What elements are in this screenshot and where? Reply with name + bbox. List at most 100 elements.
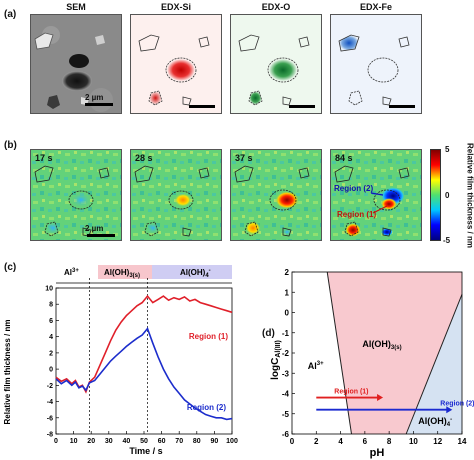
thickness-map-28s: 28 s xyxy=(130,149,222,241)
edx-fe-map xyxy=(330,14,422,114)
c-series-line-1 xyxy=(55,294,233,394)
map-84s-graphic xyxy=(331,150,421,240)
map-scale-label: 2 µm xyxy=(85,224,104,233)
ph-arrowhead-2 xyxy=(446,406,453,414)
c-ytick-label: 4 xyxy=(49,334,53,341)
phase-band-al3 xyxy=(56,265,98,279)
d-xtick-label: 4 xyxy=(338,437,343,446)
c-ytick-label: 8 xyxy=(49,302,53,309)
d-ytick-label: -2 xyxy=(282,349,290,358)
d-xtick-label: 8 xyxy=(387,437,392,446)
legend-region1: Region (1) xyxy=(189,332,228,341)
d-ytick-label: 1 xyxy=(285,288,290,297)
phase-band-hydroxo xyxy=(152,265,232,279)
time-label-28s: 28 s xyxy=(135,153,153,163)
sem-micrograph xyxy=(31,15,121,113)
panel-b-label: (b) xyxy=(4,140,17,151)
colorbar-tick-5: 5 xyxy=(445,145,450,154)
map-scale-bar xyxy=(87,234,115,237)
c-xtick-label: 70 xyxy=(175,438,183,445)
edx-si-title: EDX-Si xyxy=(160,2,191,12)
region-solid-fill xyxy=(327,272,462,434)
time-label-17s: 17 s xyxy=(35,153,53,163)
c-ytick-label: 10 xyxy=(45,286,53,293)
time-label-37s: 37 s xyxy=(235,153,253,163)
d-xtick-label: 12 xyxy=(433,437,442,446)
sem-scale-bar xyxy=(85,103,113,106)
c-ytick-label: 0 xyxy=(49,367,53,374)
c-ytick-label: 6 xyxy=(49,318,53,325)
boundary-al3-solid xyxy=(326,271,352,435)
c-series-line-2 xyxy=(55,327,233,421)
d-ytick-label: -3 xyxy=(282,369,290,378)
phase-label-solid: Al(OH)3(s) xyxy=(104,268,140,279)
thickness-map-17s: 17 s 2 µm xyxy=(30,149,122,241)
d-ytick-label: -4 xyxy=(282,390,290,399)
thickness-map-37s: 37 s xyxy=(230,149,322,241)
phase-label-al3: Al3+ xyxy=(64,268,79,277)
d-ytick-label: 0 xyxy=(285,309,290,318)
c-ylabel: Relative film thickness / nm xyxy=(3,320,12,425)
sem-image: 2 µm xyxy=(30,14,122,114)
ph-arrow-label-2: Region (2) xyxy=(440,401,474,408)
region2-pointer xyxy=(370,192,384,196)
colorbar-tick-minus5: -5 xyxy=(443,236,451,245)
speciation-diagram: 0 2 4 6 8 10 12 14-6-5-4-3-2-1012Al3+Al(OH)3(s)… xyxy=(270,268,474,459)
colorbar-title: Relative film thickness / nm xyxy=(465,143,474,248)
d-ylabel: logCAl(III) xyxy=(270,340,282,380)
c-xtick-label: 50 xyxy=(140,438,148,445)
c-xtick-label: 20 xyxy=(87,438,95,445)
d-xtick-label: 14 xyxy=(458,437,467,446)
colorbar-tick-0: 0 xyxy=(445,191,450,200)
c-ytick-label: -8 xyxy=(47,432,53,439)
d-ytick-label: -6 xyxy=(282,430,290,439)
phase-label-hydroxo: Al(OH)4- xyxy=(180,268,211,279)
c-xtick-label: 10 xyxy=(70,438,78,445)
thickness-time-chart: Al3+ Al(OH)3(s) Al(OH)4- 0 10 20 30 40 50 60 70… xyxy=(3,265,238,456)
c-ytick-label: -4 xyxy=(47,399,53,406)
ph-arrowhead-1 xyxy=(377,394,384,402)
panel-c-label: (c) xyxy=(4,262,17,273)
edx-si-overlay xyxy=(138,34,210,106)
legend-region2: Region (2) xyxy=(187,403,226,412)
c-xtick-label: 30 xyxy=(105,438,113,445)
map-17s-graphic xyxy=(31,150,121,240)
c-xtick-label: 0 xyxy=(54,438,58,445)
c-xlabel: Time / s xyxy=(129,446,162,456)
d-ytick-label: -1 xyxy=(282,329,290,338)
sem-title: SEM xyxy=(66,2,86,12)
panel-a-label: (a) xyxy=(4,9,17,20)
c-plot-frame xyxy=(55,287,233,435)
d-xtick-label: 6 xyxy=(363,437,368,446)
edx-si-scale-bar xyxy=(189,105,215,108)
c-xtick-label: 100 xyxy=(226,438,238,445)
edx-fe-scale-bar xyxy=(389,105,415,108)
c-xtick-label: 80 xyxy=(193,438,201,445)
d-ytick-label: 2 xyxy=(285,268,290,277)
c-ytick-label: 2 xyxy=(49,350,53,357)
label-hydroxo: Al(OH)4- xyxy=(418,416,452,428)
ph-arrow-label-1: Region (1) xyxy=(334,389,368,396)
edx-si-map xyxy=(130,14,222,114)
region1-pointer xyxy=(372,205,388,214)
c-ytick-label: -2 xyxy=(47,383,53,390)
sem-scale-label: 2 µm xyxy=(85,93,104,102)
c-xtick-label: 90 xyxy=(211,438,219,445)
d-xtick-label: 10 xyxy=(409,437,418,446)
map-region1-label: Region (1) xyxy=(337,210,377,219)
edx-o-overlay xyxy=(238,34,310,106)
edx-o-title: EDX-O xyxy=(261,2,291,12)
thickness-map-84s: 84 s Region (2) Region (1) xyxy=(330,149,422,241)
c-ytick-label: -6 xyxy=(47,415,53,422)
d-ytick-label: -5 xyxy=(282,410,290,419)
d-xtick-label: 2 xyxy=(314,437,319,446)
c-xtick-label: 60 xyxy=(158,438,166,445)
d-xtick-label: 0 xyxy=(290,437,295,446)
map-37s-graphic xyxy=(231,150,321,240)
time-label-84s: 84 s xyxy=(335,153,353,163)
boundary-solid-hydroxo xyxy=(405,294,463,435)
edx-fe-overlay xyxy=(338,34,410,106)
colorbar xyxy=(430,149,441,241)
edx-o-scale-bar xyxy=(289,105,315,108)
map-28s-graphic xyxy=(131,150,221,240)
